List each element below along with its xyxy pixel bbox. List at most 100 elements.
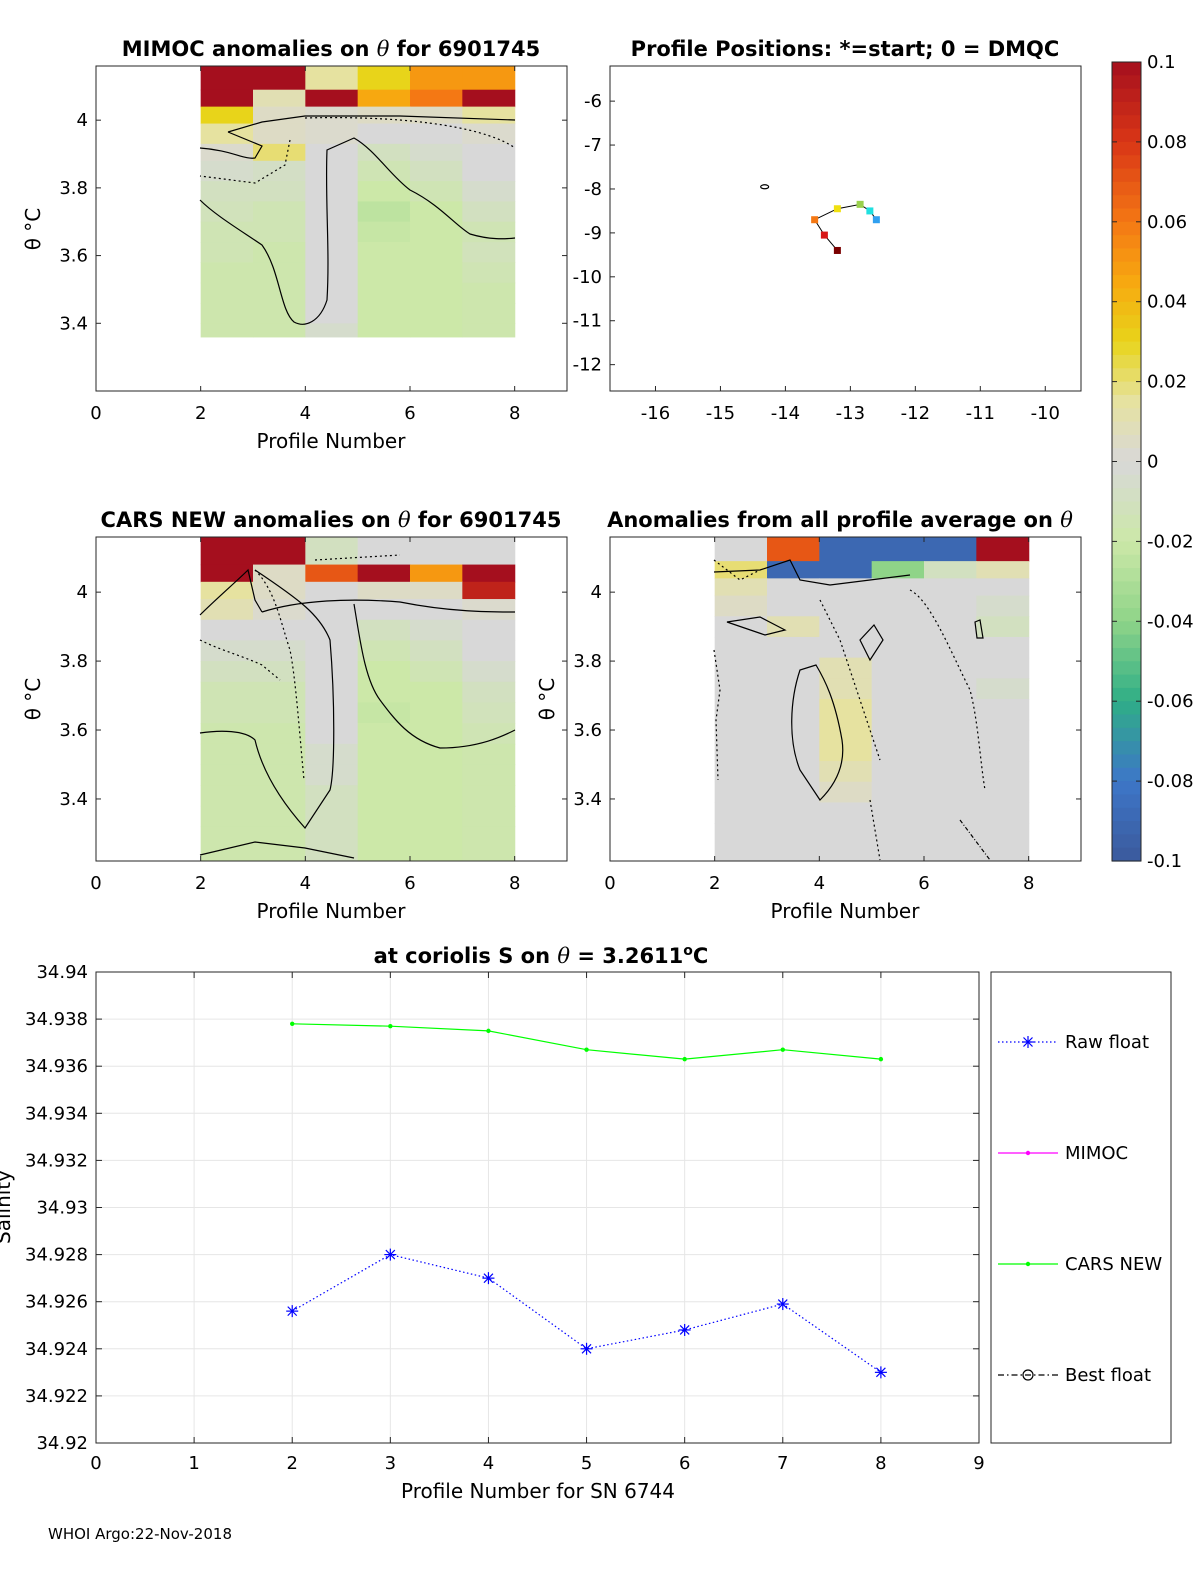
cars-contour-right (353, 603, 516, 749)
cars-title: CARS NEW anomalies on θ for 6901745 (101, 508, 562, 532)
colorbar-band (1112, 514, 1141, 529)
cars-cell (462, 681, 516, 704)
cars-cell (200, 702, 254, 724)
mimoc-cell (462, 262, 516, 284)
allavg-cell (819, 636, 873, 659)
allavg-ytick-label: 3.4 (573, 789, 602, 810)
allavg-cell (976, 699, 1030, 721)
mimoc-cell (200, 89, 254, 108)
positions-xtick-label: -16 (641, 403, 670, 424)
salinity-xtick-label: 8 (875, 1453, 886, 1474)
allavg-cell (924, 678, 977, 700)
positions-ytick-label: -10 (573, 267, 602, 288)
mimoc-cell (253, 160, 306, 182)
mimoc-xtick-label: 4 (300, 403, 311, 424)
colorbar-band (1112, 847, 1141, 862)
allavg-contour-main (791, 664, 844, 801)
positions-ytick-label: -7 (584, 135, 602, 156)
allavg-axes-box (609, 536, 1082, 862)
allavg-cell (819, 719, 873, 741)
mimoc-cell (305, 106, 359, 125)
mimoc-cell (305, 201, 359, 223)
positions-xtick-label: -12 (901, 403, 930, 424)
mimoc-cell (410, 262, 463, 284)
salinity-series (286, 1021, 887, 1379)
cars-cell (200, 805, 254, 828)
cars-cell (253, 581, 306, 600)
colorbar-tick-label: 0 (1147, 452, 1158, 473)
allavg-cell (924, 595, 977, 617)
cars-cell (253, 537, 306, 566)
colorbar-band (1112, 208, 1141, 223)
mimoc-ylabel: θ °C (21, 208, 45, 251)
mimoc-cell (305, 160, 359, 182)
cars-contour-b (261, 599, 516, 613)
colorbar-band (1112, 727, 1141, 742)
mimoc-cell (462, 160, 516, 182)
allavg-cell (767, 740, 820, 762)
allavg-ytick-label: 3.8 (573, 651, 602, 672)
mimoc-cell (253, 181, 306, 203)
allavg-contour-d (974, 619, 984, 639)
cars-ytick-label: 3.6 (59, 720, 88, 741)
cars-cell (462, 564, 516, 583)
mimoc-cell (462, 201, 516, 223)
positions-xtick-label: -13 (836, 403, 865, 424)
colorbar-gradient (1112, 62, 1141, 862)
allavg-cell (714, 719, 768, 741)
mimoc-cell (357, 242, 411, 263)
mimoc-cell (253, 323, 306, 338)
allavg-cell (714, 537, 768, 562)
allavg-cell (767, 561, 820, 579)
positions-ytick-label: -8 (584, 179, 602, 200)
allavg-cell (767, 761, 820, 783)
allavg-cell (976, 761, 1030, 783)
colorbar-band (1112, 834, 1141, 849)
cars-cell (200, 581, 254, 600)
cars-cell (305, 826, 359, 861)
salinity-point (682, 1056, 687, 1062)
allavg-cell (714, 678, 768, 700)
cars-cell (462, 581, 516, 600)
cars-cell (357, 640, 411, 662)
positions-point (833, 205, 841, 213)
cars-cell (305, 581, 359, 600)
colorbar-tick-label: -0.1 (1147, 851, 1182, 872)
allavg-cell (767, 678, 820, 700)
cars-axes-box (95, 536, 568, 862)
colorbar-band (1112, 75, 1141, 90)
allavg-cell (767, 719, 820, 741)
cars-cell (462, 702, 516, 724)
mimoc-cell (305, 262, 359, 284)
colorbar-band (1112, 368, 1141, 383)
allavg-contour-dotted-5 (869, 799, 881, 861)
legend-label: CARS NEW (1065, 1254, 1162, 1275)
mimoc-cell (410, 89, 463, 108)
allavg-cell (871, 781, 925, 804)
allavg-cell (714, 657, 768, 679)
allavg-contour-dotted-4 (713, 649, 721, 781)
cars-cell (305, 619, 359, 642)
mimoc-cell (253, 282, 306, 304)
allavg-cell (976, 578, 1030, 597)
cars-cell (462, 743, 516, 766)
cars-cell (357, 537, 411, 566)
cars-cell (200, 785, 254, 807)
cars-cell (253, 743, 306, 766)
cars-cell (253, 764, 306, 786)
mimoc-cell (357, 181, 411, 203)
allavg-cell (924, 616, 977, 638)
mimoc-cell (357, 143, 411, 162)
mimoc-cell (462, 221, 516, 243)
allavg-cell (767, 537, 820, 562)
mimoc-contour-loop (199, 131, 263, 159)
mimoc-cell (410, 201, 463, 223)
salinity-title: at coriolis S on θ = 3.2611oC (374, 943, 709, 968)
mimoc-ytick-label: 3.8 (59, 178, 88, 199)
salinity-xtick-label: 0 (90, 1453, 101, 1474)
cars-cell (200, 599, 254, 621)
allavg-heatmap-cells (714, 537, 1030, 861)
colorbar-band (1112, 288, 1141, 303)
cars-ytick-label: 3.4 (59, 789, 88, 810)
allavg-cell (819, 761, 873, 783)
